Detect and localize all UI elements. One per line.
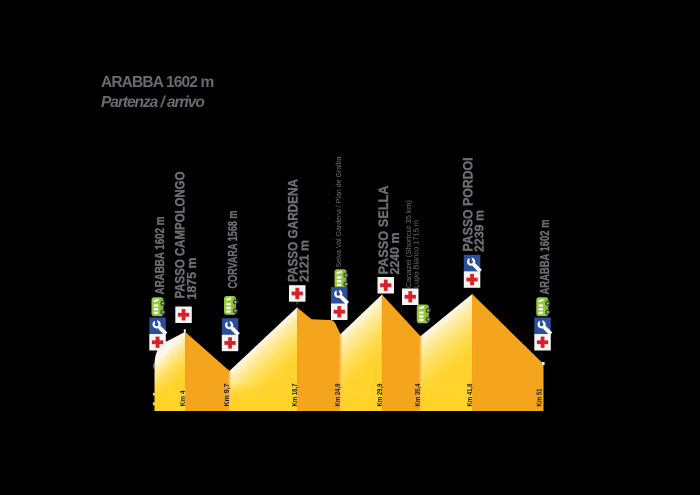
- svg-text:Lupo Bianco 1715 m: Lupo Bianco 1715 m: [412, 220, 421, 288]
- svg-text:Selva Val Gardena / Plan de Gr: Selva Val Gardena / Plan de Gralba: [334, 156, 343, 268]
- svg-text:ARABBA 1602 m: ARABBA 1602 m: [537, 220, 552, 295]
- svg-text:CORVARA 1568 m: CORVARA 1568 m: [225, 211, 240, 289]
- svg-text:1875 m: 1875 m: [184, 258, 199, 300]
- svg-text:Km 4: Km 4: [180, 390, 187, 406]
- svg-text:PASSO PORDOI: PASSO PORDOI: [461, 158, 476, 252]
- svg-text:Km 18,7: Km 18,7: [292, 383, 299, 406]
- svg-text:PASSO SELLA: PASSO SELLA: [376, 185, 391, 274]
- svg-text:Km 9,7: Km 9,7: [224, 383, 231, 406]
- svg-text:Km 29,9: Km 29,9: [377, 383, 384, 406]
- svg-text:PASSO CAMPOLONGO: PASSO CAMPOLONGO: [173, 172, 188, 299]
- svg-text:ARABBA 1602 m: ARABBA 1602 m: [152, 217, 167, 295]
- svg-text:2239 m: 2239 m: [472, 210, 487, 252]
- svg-text:PASSO GARDENA: PASSO GARDENA: [286, 179, 301, 282]
- svg-text:Km 41,8: Km 41,8: [467, 383, 474, 406]
- svg-text:2240 m: 2240 m: [387, 233, 402, 275]
- svg-text:Canazei (Shortcut 35 km): Canazei (Shortcut 35 km): [404, 199, 413, 288]
- svg-text:2121 m: 2121 m: [297, 240, 312, 282]
- svg-text:Km 35,4: Km 35,4: [415, 383, 422, 406]
- svg-text:Km 51: Km 51: [536, 388, 543, 406]
- svg-text:Km 24,9: Km 24,9: [335, 383, 342, 406]
